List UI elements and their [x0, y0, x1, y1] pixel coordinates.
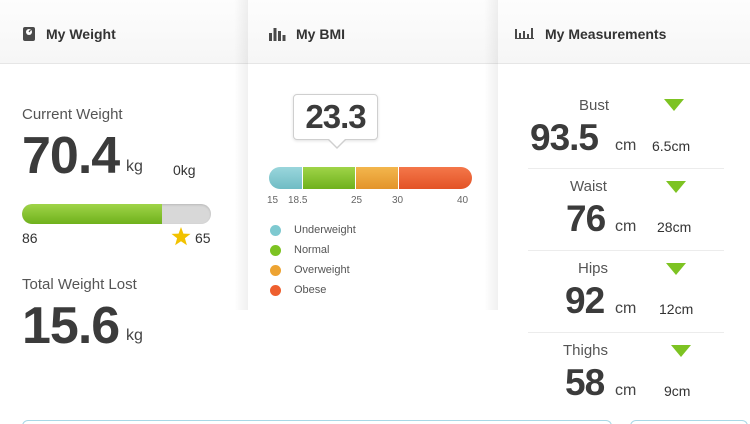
- total-weight-lost-unit: kg: [126, 327, 143, 344]
- down-triangle-icon: [666, 181, 686, 193]
- bmi-value: 23.3: [305, 98, 366, 135]
- measurement-value-bust: 93.5: [530, 117, 599, 158]
- weight-change-value: 0kg: [173, 162, 196, 178]
- legend-dot: [270, 224, 281, 236]
- legend-label: Overweight: [294, 264, 350, 276]
- legend-label: Obese: [294, 284, 327, 296]
- bottom-card-edge: [22, 420, 612, 424]
- bmi-segment-normal: [303, 167, 356, 189]
- bmi-tick: 15: [267, 195, 279, 206]
- measurements-panel-title: My Measurements: [545, 26, 667, 42]
- measurement-unit: cm: [615, 218, 637, 235]
- weight-progress-fill: [22, 204, 162, 224]
- current-weight-label: Current Weight: [22, 106, 123, 123]
- legend-label: Normal: [294, 244, 330, 256]
- my-bmi-panel: My BMI 23.3 15 18.5 25 30 40 Underweight…: [248, 0, 498, 424]
- measurement-separator: [528, 332, 724, 333]
- measurement-unit: cm: [615, 382, 637, 399]
- total-weight-lost-value: 15.6: [22, 297, 120, 355]
- measurement-change-hips: 12cm: [659, 301, 694, 317]
- measurement-label-waist: Waist: [570, 178, 607, 195]
- start-weight-label: 86: [22, 230, 38, 246]
- legend-label: Underweight: [294, 224, 356, 236]
- down-triangle-icon: [664, 99, 684, 111]
- bmi-panel-title: My BMI: [296, 26, 345, 42]
- weight-panel-title: My Weight: [46, 26, 116, 42]
- goal-weight-label: 65: [195, 230, 211, 246]
- bmi-legend-item-overweight: Overweight: [270, 264, 350, 276]
- measurement-value-thighs: 58: [565, 362, 605, 403]
- bmi-segment-overweight: [356, 167, 399, 189]
- bmi-scale-bar: [269, 167, 472, 189]
- measurements-panel-header: My Measurements: [498, 0, 750, 64]
- bottom-card-edge: [630, 420, 748, 424]
- down-triangle-icon: [666, 263, 686, 275]
- total-weight-lost-label: Total Weight Lost: [22, 276, 137, 293]
- weight-panel-header: My Weight: [0, 0, 248, 64]
- measure-bars-icon: [515, 28, 534, 39]
- panel-divider: [234, 0, 248, 310]
- measurement-unit: cm: [615, 137, 637, 154]
- legend-dot: [270, 264, 281, 276]
- weight-progress-bar: [22, 204, 211, 224]
- legend-dot: [270, 284, 281, 296]
- measurement-value-hips: 92: [565, 280, 605, 321]
- bmi-tick: 18.5: [288, 195, 308, 206]
- star-icon: [171, 227, 191, 246]
- bmi-segment-underweight: [269, 167, 303, 189]
- current-weight-value: 70.4: [22, 127, 120, 185]
- bmi-tick: 30: [392, 195, 404, 206]
- measurement-change-bust: 6.5cm: [652, 138, 691, 154]
- bmi-legend-item-normal: Normal: [270, 244, 329, 256]
- measurement-separator: [528, 250, 724, 251]
- measurement-change-thighs: 9cm: [664, 383, 691, 399]
- down-triangle-icon: [671, 345, 691, 357]
- measurement-separator: [528, 168, 724, 169]
- measurement-label-bust: Bust: [579, 97, 610, 114]
- my-measurements-panel: My Measurements Bust 93.5 cm 6.5cm Waist…: [498, 0, 750, 424]
- bmi-value-bubble: 23.3: [293, 94, 378, 140]
- bmi-panel-header: My BMI: [248, 0, 498, 64]
- current-weight-unit: kg: [126, 158, 143, 175]
- bar-chart-icon: [269, 28, 286, 41]
- bmi-tick: 40: [457, 195, 469, 206]
- scale-icon: [23, 27, 35, 41]
- my-weight-panel: My Weight Current Weight 70.4 kg 0kg 86 …: [0, 0, 248, 424]
- measurement-unit: cm: [615, 300, 637, 317]
- bmi-bubble-pointer-inner: [328, 138, 346, 147]
- bmi-segment-obese: [399, 167, 472, 189]
- measurement-value-waist: 76: [566, 198, 606, 239]
- bmi-legend-item-underweight: Underweight: [270, 224, 356, 236]
- measurement-label-hips: Hips: [578, 260, 609, 277]
- legend-dot: [270, 244, 281, 256]
- panel-divider: [484, 0, 498, 310]
- measurement-change-waist: 28cm: [657, 219, 692, 235]
- bmi-legend-item-obese: Obese: [270, 284, 326, 296]
- measurement-label-thighs: Thighs: [563, 342, 609, 359]
- bmi-tick: 25: [351, 195, 363, 206]
